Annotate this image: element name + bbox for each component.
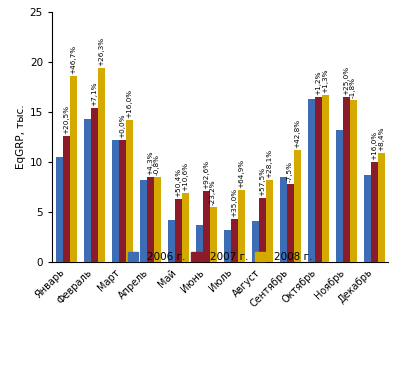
Text: +10,6%: +10,6% — [182, 162, 188, 191]
Bar — [118, 140, 126, 262]
Bar — [210, 207, 216, 262]
Text: +16,0%: +16,0% — [126, 89, 132, 119]
Bar — [168, 220, 174, 262]
Bar — [350, 100, 356, 262]
Text: -7,5%: -7,5% — [287, 161, 293, 182]
Text: +20,5%: +20,5% — [63, 104, 69, 134]
Bar — [90, 108, 98, 262]
Bar — [258, 198, 266, 262]
Bar — [140, 180, 146, 262]
Bar — [252, 221, 258, 262]
Text: +57,5%: +57,5% — [259, 167, 265, 196]
Text: +35,0%: +35,0% — [231, 188, 237, 217]
Bar — [322, 95, 328, 262]
Text: +4,3%: +4,3% — [147, 150, 153, 174]
Text: +50,4%: +50,4% — [175, 168, 181, 197]
Bar — [308, 99, 314, 262]
Bar — [280, 177, 286, 262]
Bar — [202, 191, 210, 262]
Bar — [146, 177, 154, 262]
Text: +1,2%: +1,2% — [315, 70, 321, 95]
Bar — [70, 76, 76, 262]
Bar — [294, 150, 300, 262]
Text: +0,0%: +0,0% — [119, 113, 125, 138]
Bar — [364, 175, 370, 262]
Bar — [84, 119, 90, 262]
Bar — [56, 157, 62, 262]
Text: +64,9%: +64,9% — [238, 159, 244, 188]
Bar — [336, 130, 342, 262]
Bar — [342, 97, 350, 262]
Bar — [286, 184, 294, 262]
Bar — [224, 230, 230, 262]
Bar — [126, 120, 132, 262]
Text: -0,8%: -0,8% — [154, 154, 160, 175]
Text: +8,4%: +8,4% — [378, 127, 384, 151]
Text: +25,0%: +25,0% — [343, 66, 349, 95]
Text: +26,3%: +26,3% — [98, 37, 104, 66]
Bar — [98, 68, 104, 262]
Bar — [62, 135, 70, 262]
Bar — [314, 97, 322, 262]
Y-axis label: EqGRP, тыс.: EqGRP, тыс. — [16, 105, 26, 169]
Text: +16,0%: +16,0% — [371, 130, 377, 160]
Text: +7,1%: +7,1% — [91, 82, 97, 107]
Text: +46,7%: +46,7% — [70, 45, 76, 74]
Bar — [370, 162, 378, 262]
Bar — [378, 153, 384, 262]
Legend: 2006 г., 2007 г., 2008 г.: 2006 г., 2007 г., 2008 г. — [128, 252, 312, 262]
Text: +42,8%: +42,8% — [294, 119, 300, 148]
Bar — [182, 193, 188, 262]
Bar — [266, 179, 272, 262]
Bar — [230, 219, 238, 262]
Bar — [196, 225, 202, 262]
Bar — [154, 178, 160, 262]
Text: -23,2%: -23,2% — [210, 179, 216, 205]
Text: -1,8%: -1,8% — [350, 77, 356, 98]
Text: +92,6%: +92,6% — [203, 159, 209, 189]
Text: +1,3%: +1,3% — [322, 68, 328, 93]
Bar — [238, 190, 244, 262]
Bar — [174, 199, 182, 262]
Text: +28,1%: +28,1% — [266, 149, 272, 178]
Bar — [112, 140, 118, 262]
